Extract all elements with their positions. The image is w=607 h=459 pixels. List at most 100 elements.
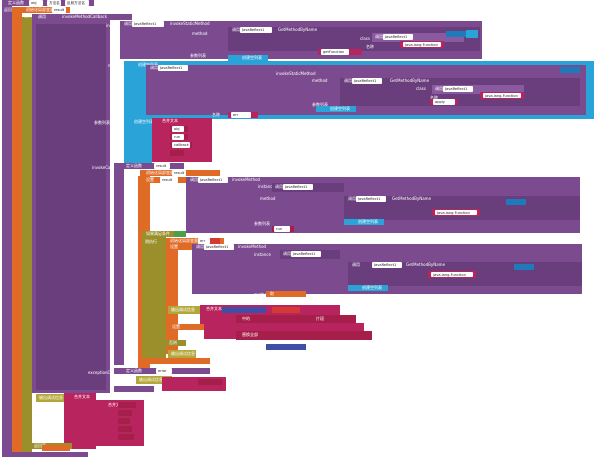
java-reflect-dropdown-2[interactable]: JavaReflect1: [240, 27, 272, 33]
text-java-lang-value-2[interactable]: java.lang.Function: [483, 93, 521, 98]
create-list-label-6: 创建空列表: [362, 285, 382, 290]
output-block-1[interactable]: 输出调试信息: [168, 306, 222, 314]
init-local-row[interactable]: 初始化局部变量 result: [12, 7, 70, 13]
replace-all-block-2[interactable]: 替换全部: [236, 331, 372, 340]
define-proc-3-header[interactable]: 定义函数 error: [114, 368, 210, 374]
text-apply-value[interactable]: apply: [433, 99, 455, 105]
text-chip-5[interactable]: [118, 402, 136, 408]
get-class-block[interactable]: 调用 JavaReflect1: [372, 33, 464, 42]
java-reflect-dropdown-9[interactable]: JavaReflect1: [356, 196, 386, 202]
text-chip-3-value[interactable]: callback: [172, 142, 190, 148]
proc2-param[interactable]: result: [154, 163, 170, 169]
java-reflect-dropdown-7[interactable]: JavaReflect1: [198, 177, 228, 183]
create-list-3[interactable]: 创建空列表: [344, 219, 384, 225]
text-run[interactable]: run: [272, 226, 294, 232]
local2-name[interactable]: result: [172, 170, 186, 176]
proc3-param[interactable]: error: [156, 368, 172, 374]
java-reflect-dropdown[interactable]: JavaReflect1: [132, 21, 164, 27]
gear-block-5[interactable]: [514, 264, 534, 270]
gear-block-3[interactable]: [560, 67, 580, 73]
text-java-lang-value-3[interactable]: java.lang.Function: [435, 210, 477, 215]
get-method-name-2: GetMethodByName: [390, 78, 430, 83]
text-java-lang-2[interactable]: java.lang.Function: [480, 92, 524, 99]
define-procedure-block[interactable]: 定义函数 obj 方法名 反射方法名: [2, 0, 94, 6]
java-reflect-dropdown-11[interactable]: JavaReflect1: [291, 251, 321, 257]
output-block-3[interactable]: 输出调试信息: [136, 376, 172, 384]
text-get-var-value[interactable]: err: [231, 112, 251, 118]
text-java-lang-4[interactable]: java.lang.Function: [428, 271, 476, 278]
set-label: 设置: [146, 177, 154, 182]
get-class-block-3[interactable]: 调用 JavaReflect1: [272, 183, 344, 192]
text-chip-9[interactable]: [118, 434, 134, 440]
text-get-var-1[interactable]: err: [228, 112, 258, 118]
call-label-3: 调用: [232, 27, 240, 32]
text-chip-1[interactable]: obj: [170, 126, 188, 132]
value-chip[interactable]: [272, 307, 300, 313]
java-reflect-dropdown-10[interactable]: JavaReflect1: [204, 244, 234, 250]
get-result-chip[interactable]: [42, 445, 70, 451]
join-text-5[interactable]: 合并文本: [64, 393, 96, 449]
text-error-chip[interactable]: [198, 379, 222, 385]
set-local-2[interactable]: 设置 result: [140, 177, 196, 183]
get-method-block-3[interactable]: 调用 JavaReflect1 GetMethodByName: [344, 196, 580, 220]
set-local-3[interactable]: 设置: [166, 244, 210, 250]
define-proc-2-header[interactable]: 定义函数 result: [114, 163, 184, 169]
create-list-2[interactable]: 创建空列表: [316, 106, 356, 112]
text-chip-4[interactable]: [170, 150, 184, 156]
gear-block-4[interactable]: [506, 199, 526, 205]
number-chip[interactable]: [210, 238, 220, 244]
create-list-1[interactable]: 创建空列表: [228, 55, 268, 61]
local3-name[interactable]: err: [198, 238, 210, 244]
output-block-2[interactable]: 输出调试信息: [168, 350, 196, 358]
text-chip-7[interactable]: [118, 418, 130, 424]
else-chip[interactable]: [266, 344, 306, 350]
if-block[interactable]: 如果满足条件: [142, 231, 182, 237]
replace-all-block[interactable]: 中的 片段: [236, 315, 356, 324]
if-label: 如果满足条件: [146, 231, 170, 236]
text-java-lang[interactable]: java.lang.Function: [400, 41, 444, 48]
text-chip-8[interactable]: [118, 426, 132, 432]
java-reflect-dropdown-8[interactable]: JavaReflect1: [283, 184, 313, 190]
java-reflect-dropdown-6[interactable]: JavaReflect1: [443, 86, 473, 92]
text-java-lang-value[interactable]: java.lang.Function: [403, 42, 441, 47]
call-label-2: 调用: [124, 21, 132, 26]
param-name-field[interactable]: 方法名: [47, 0, 61, 6]
java-reflect-dropdown-3[interactable]: JavaReflect1: [383, 34, 413, 40]
init-local-2[interactable]: 初始化局部变量 result: [140, 170, 220, 176]
init-local-3[interactable]: 初始化局部变量 err: [166, 238, 224, 244]
text-chip-2[interactable]: run: [170, 134, 188, 140]
java-reflect-dropdown-12[interactable]: JavaReflect1: [372, 262, 402, 268]
text-chip-1-value[interactable]: obj: [172, 126, 184, 132]
text-getfunction-value[interactable]: getFunction: [321, 49, 349, 55]
set-var-name[interactable]: result: [160, 177, 178, 183]
text-java-lang-3[interactable]: java.lang.Function: [432, 209, 480, 216]
text-java-lang-value-4[interactable]: java.lang.Function: [431, 272, 473, 277]
output-block-4[interactable]: 输出调试信息: [36, 394, 70, 402]
method-label: method: [192, 31, 208, 36]
get-class-block-4[interactable]: 调用 JavaReflect1: [280, 250, 340, 259]
param-name-field-2[interactable]: 反射方法名: [65, 0, 89, 6]
java-reflect-dropdown-5[interactable]: JavaReflect1: [352, 78, 382, 84]
text-run-value[interactable]: run: [274, 226, 290, 232]
params-list-block[interactable]: 创建空列表: [124, 118, 154, 164]
else-block[interactable]: 否则: [166, 340, 186, 346]
get-callback-chip[interactable]: [222, 307, 266, 313]
java-reflect-dropdown-4[interactable]: JavaReflect1: [158, 65, 188, 71]
get-var-chip[interactable]: 取: [266, 291, 306, 297]
define-proc2-label: 定义函数: [126, 163, 142, 168]
run3-label: 运行: [128, 170, 136, 175]
condition-true[interactable]: [174, 231, 186, 237]
text-chip-2-value[interactable]: run: [172, 134, 184, 140]
create-list-4[interactable]: 创建空列表: [348, 285, 388, 291]
text-chip-3[interactable]: callback: [170, 142, 192, 148]
create-list-label-4: 创建空列表: [134, 119, 154, 124]
text-getfunction[interactable]: getFunction: [318, 49, 362, 55]
local-name-field[interactable]: result: [52, 7, 66, 13]
gear-block-2[interactable]: [456, 31, 466, 37]
invoke-callback-header[interactable]: 调用 invokeMethodCallback: [32, 14, 132, 20]
text-chip-6[interactable]: [118, 410, 132, 416]
list-outline-1: [466, 30, 478, 38]
get-class-block-2[interactable]: 调用 JavaReflect1: [432, 85, 524, 94]
proc-name-field[interactable]: obj: [29, 0, 43, 6]
text-apply[interactable]: apply: [430, 99, 458, 105]
